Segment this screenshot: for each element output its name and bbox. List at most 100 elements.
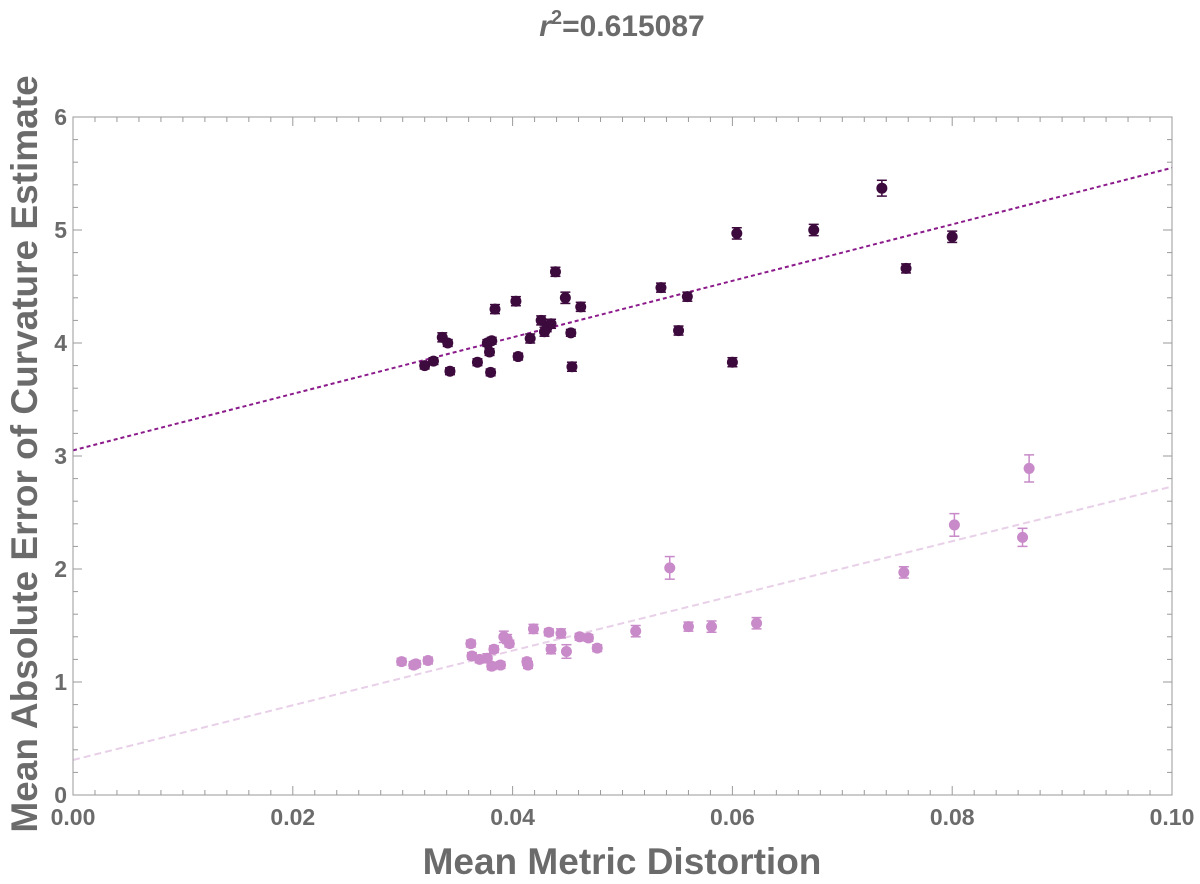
point-dark [575, 301, 587, 313]
point-light [591, 642, 603, 654]
x-tick-label: 0.04 [490, 804, 535, 830]
point-dark [946, 230, 958, 244]
point-light [522, 659, 534, 671]
point-marker [545, 643, 557, 655]
chart-title: r2=0.615087 [539, 7, 704, 43]
fit-line-light [72, 485, 1173, 761]
point-dark [524, 332, 536, 344]
y-tick-label: 4 [54, 330, 67, 356]
point-dark [485, 366, 497, 378]
point-light [422, 655, 434, 667]
point-light [948, 512, 960, 537]
point-dark [510, 295, 522, 307]
point-dark [876, 179, 888, 197]
point-dark [419, 360, 431, 372]
point-light [630, 624, 642, 638]
title-symbol: r [539, 10, 553, 43]
y-tick-label: 5 [54, 217, 67, 243]
point-marker [898, 566, 910, 578]
point-marker [524, 332, 536, 344]
point-light [1023, 454, 1035, 483]
point-marker [630, 625, 642, 637]
point-light [503, 638, 515, 650]
point-light [488, 643, 500, 655]
point-light [560, 643, 572, 660]
point-marker [422, 655, 434, 667]
x-tick-label: 0.08 [930, 804, 975, 830]
fit-line-dark [72, 166, 1173, 452]
point-marker [545, 318, 557, 330]
point-marker [442, 337, 454, 349]
point-marker [485, 366, 497, 378]
point-marker [535, 314, 547, 326]
point-dark [427, 355, 439, 367]
title-value: =0.615087 [562, 10, 705, 43]
point-marker [512, 351, 524, 363]
point-dark [681, 291, 693, 303]
point-marker [484, 346, 496, 358]
point-marker [510, 295, 522, 307]
point-marker [549, 266, 561, 278]
point-marker [751, 617, 763, 629]
point-marker [489, 303, 501, 315]
x-tick-label: 0.00 [51, 804, 96, 830]
point-light [527, 623, 539, 635]
point-light [582, 632, 594, 644]
point-marker [522, 659, 534, 671]
point-marker [673, 325, 685, 337]
point-marker [503, 638, 515, 650]
point-light [410, 658, 422, 670]
point-marker [565, 327, 577, 339]
point-light [1017, 527, 1029, 548]
point-light [495, 659, 507, 671]
point-dark [673, 325, 685, 337]
point-light [706, 620, 718, 634]
point-light [682, 621, 694, 633]
plot-frame [72, 116, 1173, 796]
point-dark [549, 266, 561, 278]
point-marker [591, 642, 603, 654]
point-marker [682, 621, 694, 633]
title-exponent: 2 [551, 7, 562, 29]
axis-ticks: 0.00 0.02 0.04 0.06 0.08 0.10 0 1 2 3 4 5 6 [51, 104, 1195, 830]
point-dark [471, 356, 483, 368]
point-dark [484, 346, 496, 358]
point-light [486, 660, 498, 672]
x-tick-label: 0.06 [710, 804, 755, 830]
point-marker [486, 660, 498, 672]
point-marker [427, 355, 439, 367]
point-marker [681, 291, 693, 303]
point-marker [471, 356, 483, 368]
point-marker [876, 182, 888, 194]
y-tick-label: 3 [54, 443, 67, 469]
point-dark [535, 314, 547, 326]
point-light [396, 656, 408, 668]
point-marker [419, 360, 431, 372]
point-marker [664, 562, 676, 574]
fit-lines [72, 166, 1173, 761]
point-dark [442, 337, 454, 349]
point-marker [1023, 462, 1035, 474]
y-tick-label: 2 [54, 556, 67, 582]
point-marker [495, 659, 507, 671]
point-light [465, 638, 477, 650]
point-marker [726, 356, 738, 368]
point-marker [946, 231, 958, 243]
point-dark [565, 327, 577, 339]
point-marker [582, 632, 594, 644]
point-marker [465, 638, 477, 650]
y-tick-label: 1 [54, 669, 67, 695]
point-marker [566, 361, 578, 373]
point-marker [396, 656, 408, 668]
point-marker [706, 621, 718, 633]
point-light [751, 616, 763, 630]
point-light [555, 627, 567, 639]
point-marker [555, 627, 567, 639]
point-marker [444, 365, 456, 377]
point-marker [486, 335, 498, 347]
point-marker [1017, 531, 1029, 543]
x-axis-label: Mean Metric Distortion [423, 841, 822, 882]
point-dark [655, 282, 667, 294]
point-marker [560, 645, 572, 657]
point-marker [410, 658, 422, 670]
